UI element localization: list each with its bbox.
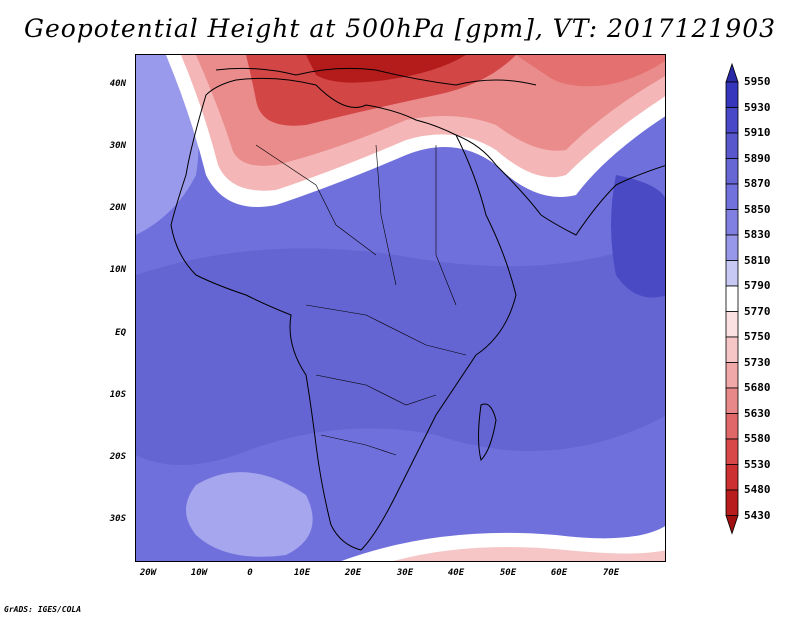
colorbar-segment [725, 413, 739, 440]
border-line-5 [315, 374, 437, 406]
colorbar-level-label: 5950 [744, 75, 771, 88]
colorbar-level-label: 5530 [744, 457, 771, 471]
x-tick-label: 50E [499, 568, 517, 578]
africa-coastline [170, 77, 517, 551]
y-tick-label: 20S [109, 452, 126, 462]
colorbar-top-arrow [725, 62, 739, 83]
border-line-4 [305, 304, 467, 356]
colorbar-level-label: 5930 [744, 100, 771, 114]
colorbar [725, 62, 739, 535]
x-tick-label: 20W [139, 568, 157, 578]
border-line-2 [375, 144, 397, 286]
colorbar-segment [725, 489, 739, 516]
colorbar-level-label: 5630 [744, 406, 771, 420]
mediterranean-coastline [215, 67, 537, 86]
colorbar-level-label: 5430 [744, 508, 771, 522]
colorbar-segment [725, 234, 739, 261]
field-south-light-patch [186, 472, 313, 557]
colorbar-level-label: 5480 [744, 483, 771, 496]
colorbar-bottom-arrow [725, 515, 739, 535]
colorbar-level-label: 5770 [744, 304, 771, 318]
colorbar-level-label: 5870 [744, 177, 771, 190]
geopotential-field [136, 55, 665, 561]
colorbar-segment [725, 132, 739, 159]
colorbar-segment [725, 209, 739, 236]
border-line-1 [255, 144, 377, 256]
x-tick-label: 70E [602, 568, 620, 578]
y-tick-label: 20N [109, 203, 126, 213]
colorbar-segment [725, 107, 739, 134]
border-line-3 [435, 145, 457, 306]
colorbar-segment [725, 183, 739, 210]
colorbar-level-label: 5790 [744, 279, 771, 292]
x-tick-label: 60E [550, 568, 568, 578]
colorbar-segment [725, 285, 739, 312]
x-tick-label: 20E [344, 568, 362, 578]
colorbar-segment [725, 387, 739, 414]
border-line-6 [320, 434, 397, 456]
colorbar-level-label: 5910 [744, 126, 771, 139]
y-tick-label: 10N [109, 265, 126, 275]
map-panel [135, 54, 666, 562]
colorbar-level-label: 5730 [744, 355, 771, 369]
colorbar-segment [725, 260, 739, 287]
arabia-coastline [455, 134, 665, 236]
credit-text: GrADS: IGES/COLA [4, 605, 82, 614]
y-tick-label: 30S [109, 514, 126, 524]
colorbar-level-label: 5750 [744, 330, 771, 343]
colorbar-level-label: 5810 [744, 253, 771, 267]
y-tick-label: EQ [115, 328, 126, 338]
map-title: Geopotential Height at 500hPa [gpm], VT:… [23, 14, 777, 43]
colorbar-segment [725, 362, 739, 389]
x-tick-label: 30E [396, 568, 414, 578]
field-north-core [306, 55, 466, 83]
country-borders [255, 144, 467, 456]
field-indian-ocean-high [611, 175, 665, 298]
x-tick-label: 10E [293, 568, 311, 578]
y-tick-label: 30N [109, 141, 126, 151]
field-west-band [136, 55, 199, 235]
colorbar-segment [725, 311, 739, 338]
colorbar-segment [725, 81, 739, 108]
x-tick-label: 40E [447, 568, 465, 578]
colorbar-segment [725, 158, 739, 185]
colorbar-level-label: 5680 [744, 381, 771, 394]
field-tropical-core [136, 235, 665, 465]
colorbar-level-label: 5850 [744, 202, 771, 216]
colorbar-level-label: 5830 [744, 228, 771, 241]
field-northeast-red [516, 55, 665, 87]
field-north-deep [246, 55, 516, 126]
colorbar-segment [725, 336, 739, 363]
y-tick-label: 10S [109, 390, 126, 400]
field-south-trough-pink [393, 546, 665, 561]
colorbar-segment [725, 464, 739, 491]
coastlines [170, 67, 665, 551]
colorbar-level-label: 5580 [744, 432, 771, 445]
colorbar-level-label: 5890 [744, 151, 771, 165]
colorbar-segment [725, 438, 739, 465]
x-tick-label: 10W [190, 568, 208, 578]
y-tick-label: 40N [109, 79, 126, 89]
x-tick-label: 0 [247, 568, 253, 578]
madagascar-coastline [478, 403, 497, 461]
